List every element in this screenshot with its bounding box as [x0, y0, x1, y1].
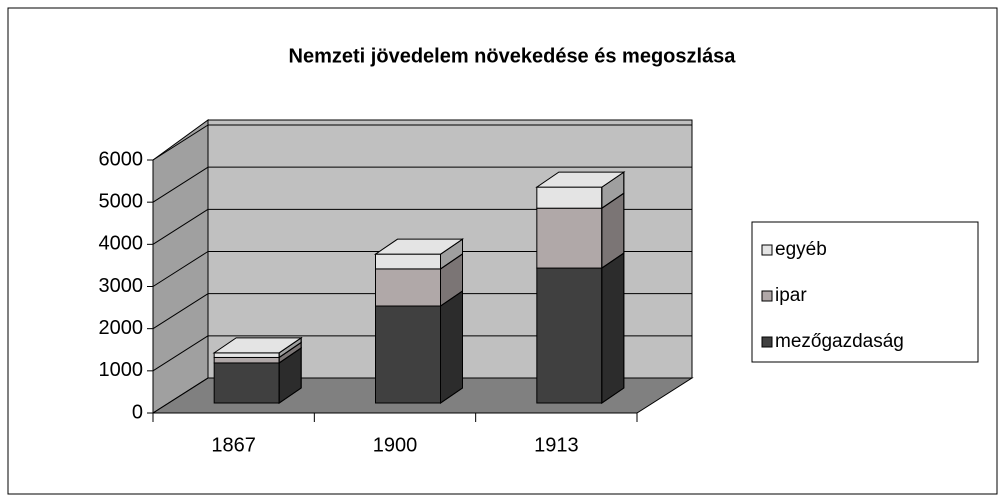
- legend-label: mezőgazdaság: [775, 331, 904, 352]
- bar-top: [535, 171, 626, 188]
- legend-label: ipar: [775, 285, 807, 306]
- bar-side-shade: [601, 252, 625, 404]
- x-tick-label: 1900: [373, 434, 418, 456]
- x-tick-label: 1913: [534, 434, 579, 456]
- y-tick-label: 6000: [99, 148, 144, 170]
- legend-swatch: [761, 244, 773, 256]
- bar-segment: [536, 186, 603, 209]
- y-tick-label: 1000: [99, 359, 144, 381]
- bar-segment: [536, 207, 603, 269]
- bar-segment: [536, 267, 603, 404]
- x-tick-label: 1867: [211, 434, 256, 456]
- bar-segment: [213, 356, 280, 364]
- y-tick-label: 2000: [99, 317, 144, 339]
- y-tick-label: 5000: [99, 190, 144, 212]
- y-tick-label: 0: [132, 401, 143, 423]
- grid-line: [152, 335, 209, 372]
- grid-line: [152, 166, 209, 203]
- legend-label: egyéb: [775, 239, 827, 260]
- bar-segment: [213, 362, 280, 404]
- bar-top: [373, 238, 465, 255]
- grid-line: [152, 377, 209, 414]
- bar-segment: [375, 305, 441, 404]
- y-tick-label: 3000: [99, 275, 144, 297]
- grid-line: [152, 293, 209, 330]
- bar-side-shade: [440, 290, 463, 404]
- chart-title: Nemzeti jövedelem növekedése és megoszlá…: [289, 45, 737, 67]
- bar-segment: [375, 253, 441, 270]
- grid-line: [152, 124, 209, 161]
- y-tick-label: 4000: [99, 233, 144, 255]
- legend-box: [751, 221, 979, 363]
- bar-segment: [213, 352, 280, 358]
- grid-line: [152, 208, 209, 245]
- bar-segment: [375, 268, 441, 307]
- side-wall: [152, 119, 209, 414]
- bar-top: [212, 337, 303, 354]
- legend-swatch: [761, 290, 773, 302]
- grid-line: [152, 251, 209, 287]
- legend-swatch: [761, 336, 773, 348]
